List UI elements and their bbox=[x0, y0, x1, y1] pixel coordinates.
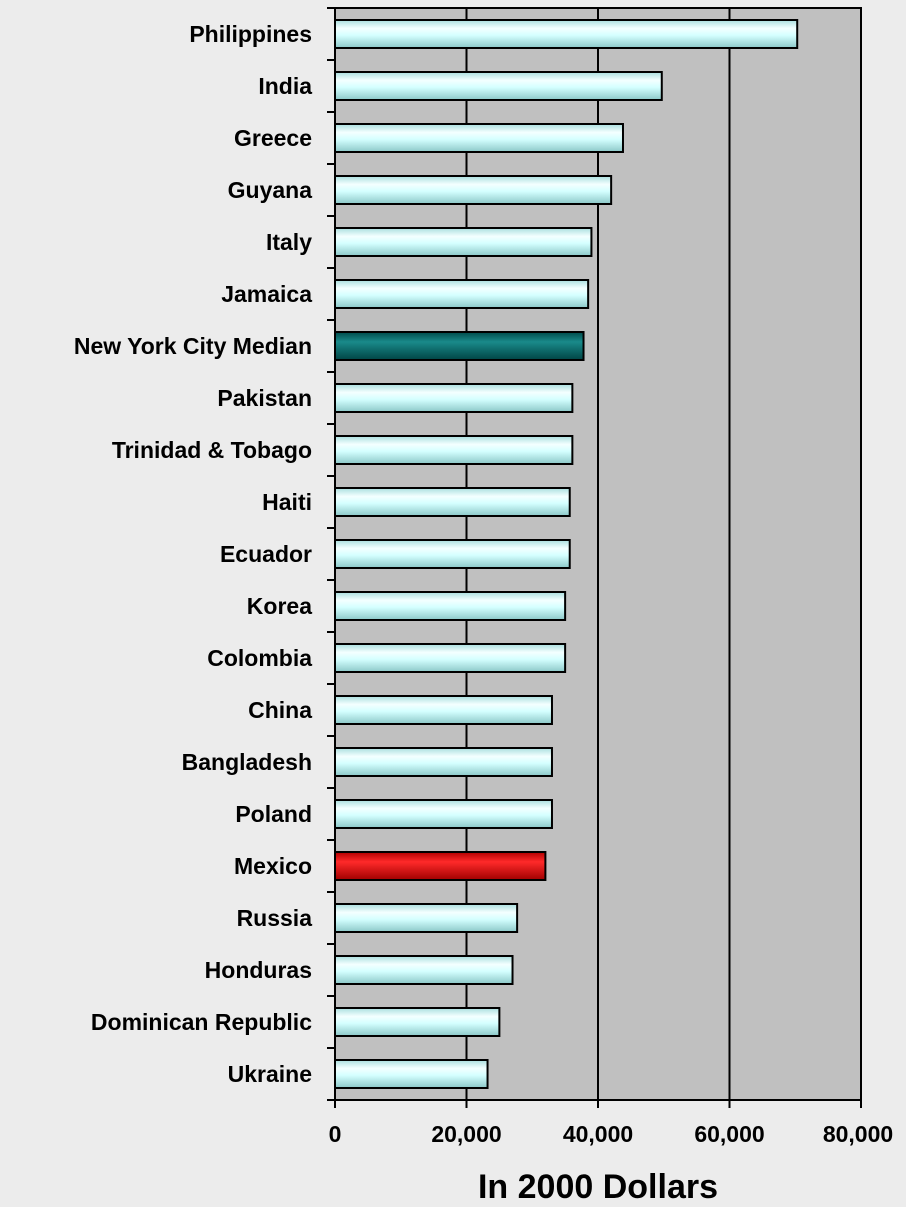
category-label-ecuador: Ecuador bbox=[220, 541, 312, 567]
bar-trinidad-tobago bbox=[334, 435, 574, 465]
bar-haiti bbox=[334, 487, 571, 517]
category-label-poland: Poland bbox=[235, 801, 312, 827]
category-label-pakistan: Pakistan bbox=[217, 385, 312, 411]
category-labels: Philippines India Greece Guyana Italy Jamaica… bbox=[74, 21, 312, 1087]
category-label-jamaica: Jamaica bbox=[221, 281, 312, 307]
x-tick-label-4: 80,000 bbox=[823, 1121, 893, 1147]
bar-china bbox=[334, 695, 553, 725]
bar-jamaica bbox=[334, 279, 590, 309]
x-tick-label-0: 0 bbox=[329, 1121, 342, 1147]
category-label-china: China bbox=[248, 697, 312, 723]
axes bbox=[327, 7, 862, 1108]
category-label-korea: Korea bbox=[247, 593, 312, 619]
bar-greece bbox=[334, 123, 624, 153]
category-label-trinidad-tobago: Trinidad & Tobago bbox=[112, 437, 312, 463]
category-label-italy: Italy bbox=[266, 229, 312, 255]
category-label-greece: Greece bbox=[234, 125, 312, 151]
category-label-new-york-city-median: New York City Median bbox=[74, 333, 312, 359]
category-label-mexico: Mexico bbox=[234, 853, 312, 879]
bar-italy bbox=[334, 227, 593, 257]
x-tick-label-3: 60,000 bbox=[694, 1121, 764, 1147]
x-tick-label-2: 40,000 bbox=[563, 1121, 633, 1147]
bar-russia bbox=[334, 903, 519, 933]
category-label-colombia: Colombia bbox=[207, 645, 312, 671]
bar-india bbox=[334, 71, 663, 101]
bar-guyana bbox=[334, 175, 613, 205]
bar-colombia bbox=[334, 643, 567, 673]
bar-korea bbox=[334, 591, 567, 621]
category-label-russia: Russia bbox=[237, 905, 313, 931]
bar-honduras bbox=[334, 955, 514, 985]
category-label-guyana: Guyana bbox=[228, 177, 313, 203]
x-axis-title: In 2000 Dollars bbox=[478, 1168, 718, 1206]
x-tick-labels: 0 20,000 40,000 60,000 80,000 bbox=[329, 1121, 894, 1147]
bar-ukraine bbox=[334, 1059, 489, 1089]
bar-pakistan bbox=[334, 383, 574, 413]
bar-poland bbox=[334, 799, 553, 829]
bar-ecuador bbox=[334, 539, 571, 569]
x-tick-label-1: 20,000 bbox=[431, 1121, 501, 1147]
bar-new-york-city-median bbox=[334, 331, 585, 361]
bar-dominican-republic bbox=[334, 1007, 501, 1037]
bars bbox=[334, 19, 799, 1089]
category-label-dominican-republic: Dominican Republic bbox=[91, 1009, 312, 1035]
bar-philippines bbox=[334, 19, 799, 49]
category-label-bangladesh: Bangladesh bbox=[182, 749, 312, 775]
category-label-india: India bbox=[258, 73, 312, 99]
category-label-philippines: Philippines bbox=[189, 21, 312, 47]
bar-mexico bbox=[334, 851, 547, 881]
category-label-ukraine: Ukraine bbox=[228, 1061, 312, 1087]
category-label-honduras: Honduras bbox=[205, 957, 312, 983]
bar-bangladesh bbox=[334, 747, 553, 777]
category-label-haiti: Haiti bbox=[262, 489, 312, 515]
